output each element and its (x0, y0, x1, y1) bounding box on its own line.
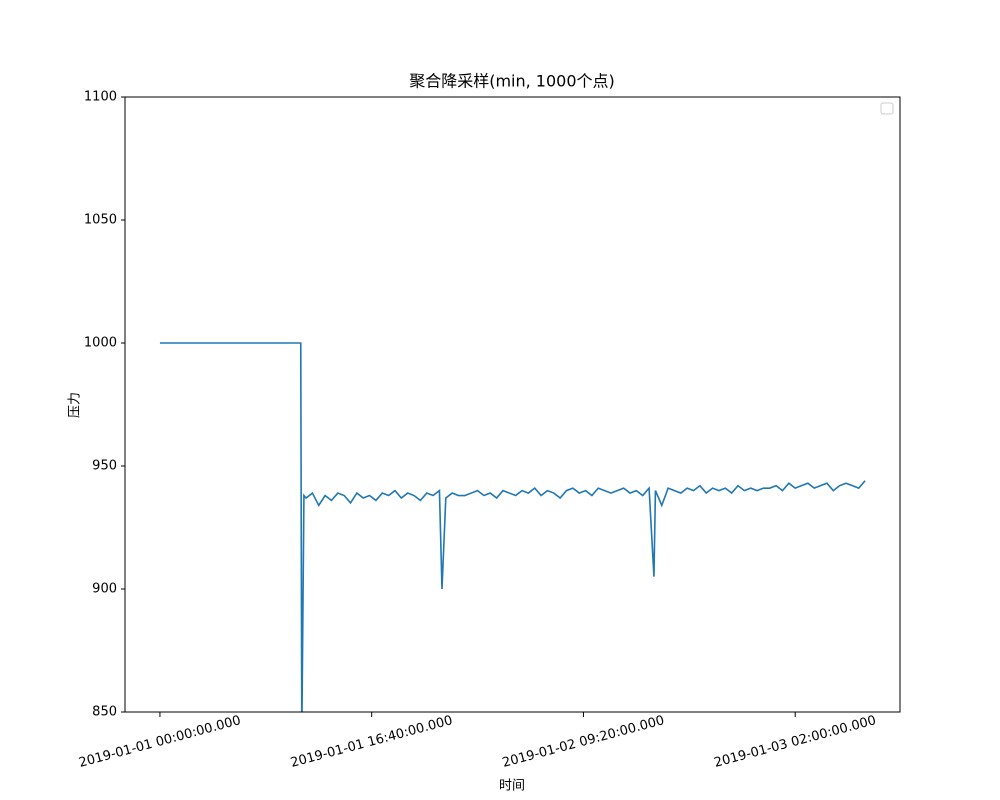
x-tick-label: 2019-01-01 16:40:00.000 (289, 713, 454, 771)
y-tick-label: 950 (92, 459, 117, 474)
y-axis-label: 压力 (68, 392, 83, 418)
legend-box (880, 102, 894, 115)
x-tick-label: 2019-01-01 00:00:00.000 (77, 713, 242, 771)
x-tick-label: 2019-01-03 02:00:00.000 (713, 713, 878, 771)
y-tick-label: 1050 (84, 213, 117, 228)
y-tick-label: 1000 (84, 336, 117, 351)
y-tick-label: 1100 (84, 90, 117, 105)
y-tick-label: 900 (92, 582, 117, 597)
x-axis-label: 时间 (499, 779, 525, 794)
chart-title: 聚合降采样(min, 1000个点) (409, 72, 615, 91)
x-tick-label: 2019-01-02 09:20:00.000 (501, 713, 666, 771)
plot-frame (124, 96, 901, 713)
y-tick-label: 850 (92, 705, 117, 720)
data-line (159, 342, 866, 712)
